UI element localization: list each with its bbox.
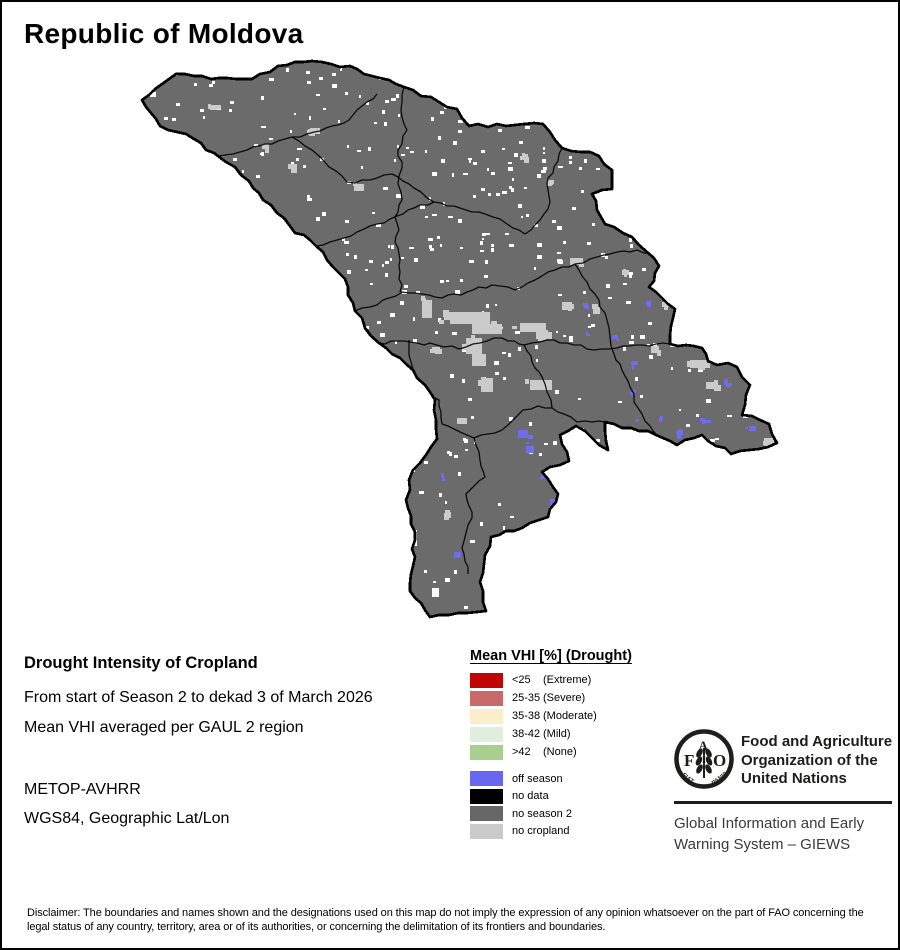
legend-drought-classes: <25 (Extreme) 25-35 (Severe) 35-38 (Moderate)… (470, 671, 675, 761)
fao-logo-letter-a: A (699, 738, 709, 753)
map-period-line: From start of Season 2 to dekad 3 of Mar… (24, 689, 373, 706)
disclaimer-text: Disclaimer: The boundaries and names sho… (27, 907, 864, 933)
legend-row: 25-35 (Severe) (470, 689, 675, 707)
legend-swatch (470, 690, 503, 706)
legend-row: off season (470, 770, 675, 788)
legend-swatch (470, 708, 503, 724)
legend-row: >42 (None) (470, 743, 675, 761)
legend-swatch (470, 672, 503, 688)
map-sensor-line: METOP-AVHRR (24, 781, 141, 798)
legend-class-label: (Extreme) (543, 674, 592, 686)
wheat-ear-icon (695, 748, 713, 778)
fao-logo-letter-o: O (713, 751, 726, 770)
legend-class-range: 35-38 (512, 710, 541, 722)
fao-org-name-line2: Organization of the (741, 751, 878, 769)
legend-row: no cropland (470, 823, 675, 841)
legend-row: 38-42 (Mild) (470, 725, 675, 743)
legend-class-label: off season (512, 772, 563, 785)
district-boundaries (217, 86, 671, 574)
fao-org-name: Food and Agriculture Organization of the… (741, 733, 892, 789)
map-projection-line: WGS84, Geographic Lat/Lon (24, 810, 230, 827)
legend-row: no season 2 (470, 805, 675, 823)
legend-class-label: (Moderate) (543, 710, 597, 722)
giews-line1: Global Information and Early (674, 815, 865, 832)
map-method-line: Mean VHI averaged per GAUL 2 region (24, 719, 304, 736)
legend: Mean VHI [%] (Drought) <25 (Extreme) 25-35… (470, 648, 675, 840)
fao-logo-letter-f: F (684, 751, 694, 770)
legend-swatch (470, 806, 503, 822)
giews-line2: Warning System – GIEWS (674, 835, 851, 853)
legend-swatch (470, 788, 503, 804)
country-shape (142, 61, 777, 617)
legend-class-label: no data (512, 790, 549, 803)
fao-org-name-line3: United Nations (741, 770, 847, 787)
legend-row: no data (470, 788, 675, 806)
raster-speckles (150, 66, 774, 609)
legend-class-range: 25-35 (512, 692, 541, 704)
legend-class-range: 38-42 (512, 728, 541, 740)
fao-org-name-line1: Food and Agriculture (741, 733, 893, 750)
legend-other-classes: off season no data no season 2 no cropland (470, 770, 675, 840)
legend-class-range: <25 (512, 674, 531, 686)
giews-label: Global Information and Early Warning Sys… (674, 814, 864, 855)
legend-class-label: no cropland (512, 825, 570, 838)
legend-swatch (470, 771, 503, 787)
legend-title: Mean VHI [%] (Drought) (470, 648, 632, 664)
fao-logo: F A O FIAT PANIS (674, 729, 734, 789)
legend-class-range: >42 (512, 746, 531, 758)
legend-class-label: no season 2 (512, 807, 572, 820)
legend-class-label: (None) (543, 746, 577, 758)
country-border (140, 59, 779, 619)
legend-row: 35-38 (Moderate) (470, 707, 675, 725)
legend-swatch (470, 726, 503, 742)
legend-swatch (470, 823, 503, 839)
legend-row: <25 (Extreme) (470, 671, 675, 689)
legend-class-label: (Mild) (543, 728, 571, 740)
legend-swatch (470, 744, 503, 760)
footer-divider (674, 801, 892, 804)
page-title: Republic of Moldova (24, 18, 304, 49)
map-subtitle: Drought Intensity of Cropland (24, 654, 258, 672)
legend-class-label: (Severe) (543, 692, 586, 704)
